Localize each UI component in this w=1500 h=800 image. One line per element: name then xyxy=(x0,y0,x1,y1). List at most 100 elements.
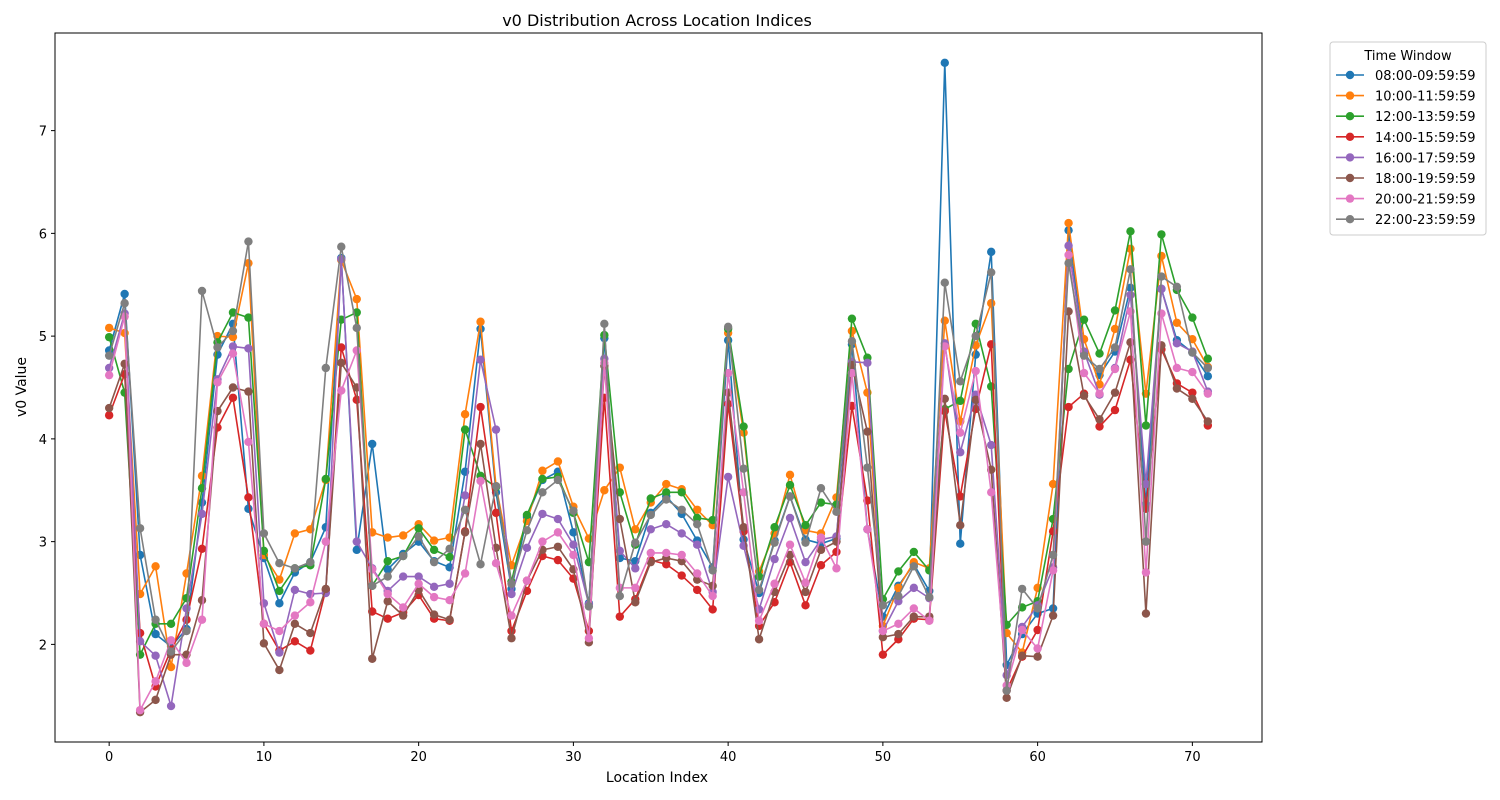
data-point xyxy=(398,611,408,620)
data-point xyxy=(244,313,253,322)
data-point xyxy=(785,492,795,501)
data-point xyxy=(321,584,330,594)
data-point xyxy=(383,533,392,542)
data-point xyxy=(182,604,191,613)
data-point xyxy=(553,555,563,565)
data-point xyxy=(1095,389,1104,398)
data-point xyxy=(476,402,485,412)
data-point xyxy=(1188,313,1197,322)
data-point xyxy=(368,654,377,663)
data-point xyxy=(383,589,392,599)
data-point xyxy=(120,289,129,299)
data-point xyxy=(1141,568,1151,577)
data-point xyxy=(151,677,160,686)
data-point xyxy=(847,326,857,336)
data-point xyxy=(337,343,346,352)
data-point xyxy=(600,486,609,495)
data-point xyxy=(553,514,563,524)
data-point xyxy=(631,525,640,534)
data-point xyxy=(600,319,609,328)
data-point xyxy=(460,491,470,500)
data-point xyxy=(708,591,717,601)
data-point xyxy=(1172,363,1182,373)
data-point xyxy=(507,589,516,599)
data-point xyxy=(631,598,640,607)
data-point xyxy=(259,639,269,648)
data-point xyxy=(1095,349,1104,358)
data-point xyxy=(491,559,501,568)
data-point xyxy=(290,637,300,646)
data-point xyxy=(971,395,980,405)
data-point xyxy=(553,475,563,485)
data-point xyxy=(151,615,160,624)
data-point xyxy=(987,299,996,308)
data-point xyxy=(646,548,655,558)
data-point xyxy=(321,363,330,373)
data-point xyxy=(863,463,872,472)
data-point xyxy=(228,332,238,342)
data-point xyxy=(646,494,655,503)
data-point xyxy=(259,546,269,556)
data-point xyxy=(1064,402,1073,412)
data-point xyxy=(925,616,934,625)
data-point xyxy=(398,531,408,540)
data-point xyxy=(1110,306,1120,315)
legend-swatch-marker xyxy=(1345,132,1355,141)
data-point xyxy=(553,542,563,551)
data-point xyxy=(1157,272,1166,281)
data-point xyxy=(1048,479,1058,489)
data-point xyxy=(290,529,300,538)
data-point xyxy=(987,247,996,257)
data-point xyxy=(1203,372,1213,381)
data-point xyxy=(476,355,485,364)
data-point xyxy=(708,566,717,575)
data-point xyxy=(197,615,207,624)
legend: Time Window 08:00-09:59:59 10:00-11:59:59… xyxy=(1329,41,1487,236)
legend-entry-label: 22:00-23:59:59 xyxy=(1375,213,1476,228)
data-point xyxy=(104,351,114,360)
data-point xyxy=(522,543,532,552)
data-point xyxy=(1188,348,1197,357)
legend-entry-label: 16:00-17:59:59 xyxy=(1375,151,1476,166)
data-point xyxy=(135,524,145,533)
data-point xyxy=(692,585,702,595)
data-point xyxy=(1064,250,1073,260)
series-line-4 xyxy=(108,244,1209,707)
data-point xyxy=(1141,479,1151,489)
data-point xyxy=(940,342,949,351)
data-point xyxy=(1188,388,1197,397)
data-point xyxy=(1141,537,1151,546)
data-point xyxy=(956,492,965,501)
data-point xyxy=(429,545,439,555)
data-point xyxy=(491,425,501,434)
data-point xyxy=(398,551,408,561)
data-point xyxy=(801,538,810,547)
data-point xyxy=(368,581,377,591)
data-point xyxy=(569,528,578,537)
data-point xyxy=(987,488,996,497)
data-point xyxy=(275,665,284,675)
data-point xyxy=(383,614,392,623)
data-point xyxy=(739,523,748,532)
data-point xyxy=(692,569,702,578)
data-point xyxy=(228,326,238,336)
data-point xyxy=(352,537,361,546)
data-point xyxy=(460,425,470,434)
data-point xyxy=(151,562,160,571)
legend-frame xyxy=(1329,41,1487,236)
data-point xyxy=(445,596,454,605)
data-point xyxy=(197,544,207,554)
data-point xyxy=(197,471,207,481)
data-point xyxy=(228,349,238,358)
data-point xyxy=(1203,417,1213,426)
data-point xyxy=(801,578,810,587)
data-point xyxy=(337,358,346,368)
data-point xyxy=(166,662,176,672)
data-point xyxy=(538,537,547,546)
data-point xyxy=(476,476,485,486)
data-point xyxy=(1033,604,1042,613)
data-point xyxy=(987,440,996,450)
data-point xyxy=(832,547,841,557)
data-point xyxy=(832,507,841,517)
